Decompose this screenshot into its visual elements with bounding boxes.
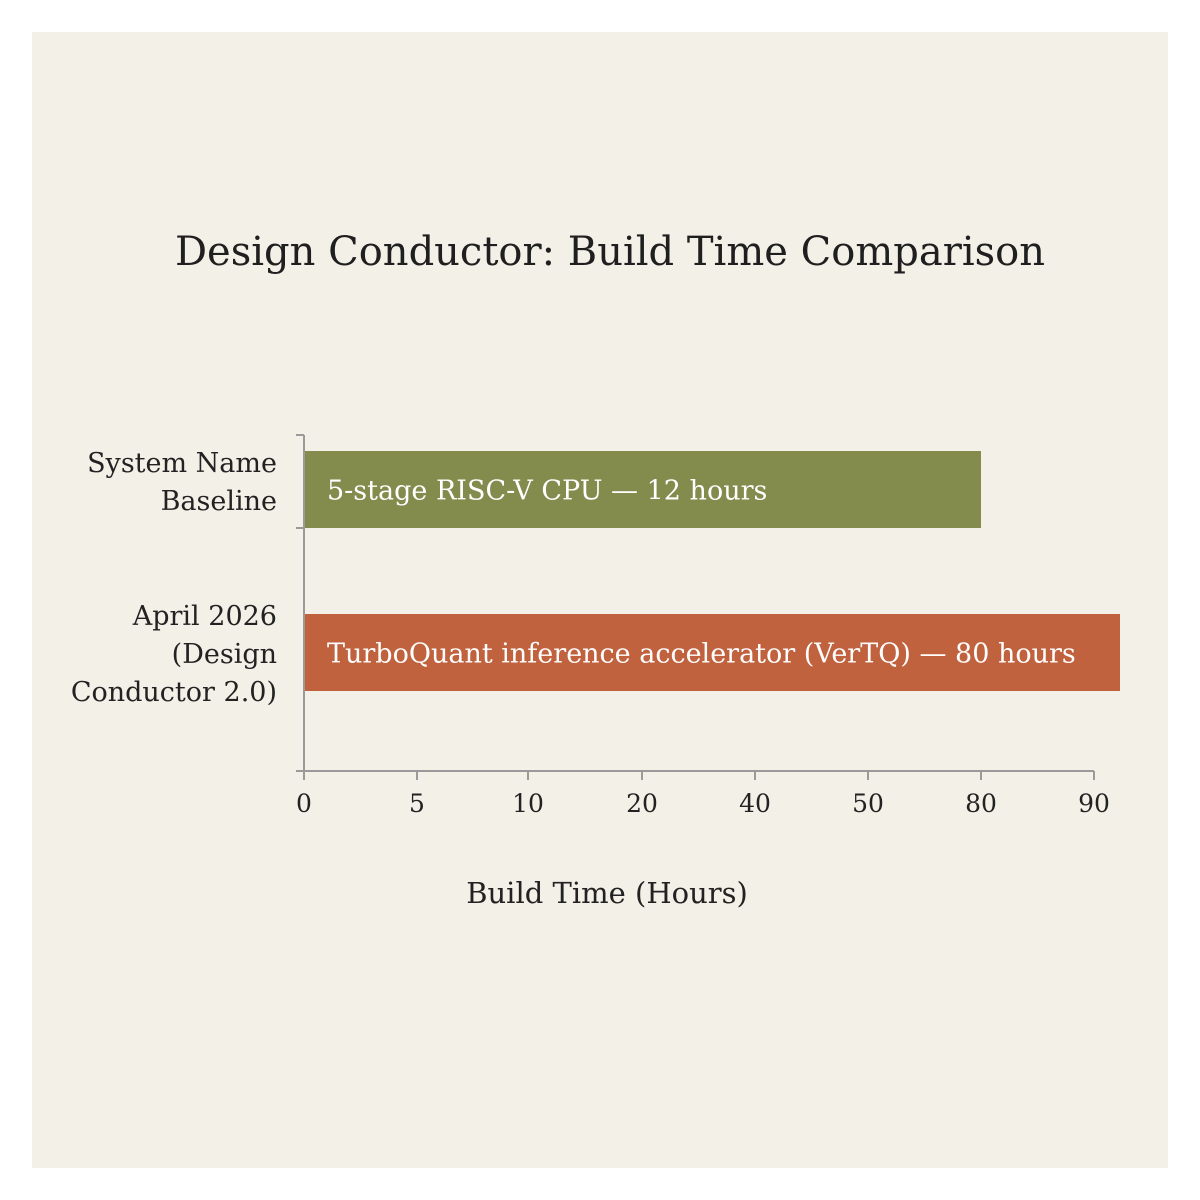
category-label: Baseline	[161, 486, 277, 517]
x-tick-label: 0	[296, 789, 312, 818]
x-tick-label: 50	[852, 789, 884, 818]
x-tick-label: 20	[626, 789, 658, 818]
x-tick-label: 10	[512, 789, 544, 818]
bar-label: TurboQuant inference accelerator (VerTQ)…	[327, 639, 1076, 670]
bar[interactable]	[305, 614, 1120, 691]
bar[interactable]	[305, 451, 981, 528]
category-label: Conductor 2.0)	[71, 677, 277, 708]
x-tick-label: 40	[739, 789, 771, 818]
chart-panel	[32, 32, 1168, 1168]
x-tick-label: 90	[1078, 789, 1110, 818]
bar-label: 5-stage RISC-V CPU — 12 hours	[327, 476, 767, 507]
category-label: System Name	[87, 448, 277, 479]
x-tick-label: 5	[409, 789, 425, 818]
category-label: April 2026	[132, 601, 277, 632]
x-axis-label: Build Time (Hours)	[466, 876, 748, 910]
category-label: (Design	[172, 639, 277, 670]
x-tick-label: 80	[965, 789, 997, 818]
chart-title: Design Conductor: Build Time Comparison	[175, 229, 1045, 275]
